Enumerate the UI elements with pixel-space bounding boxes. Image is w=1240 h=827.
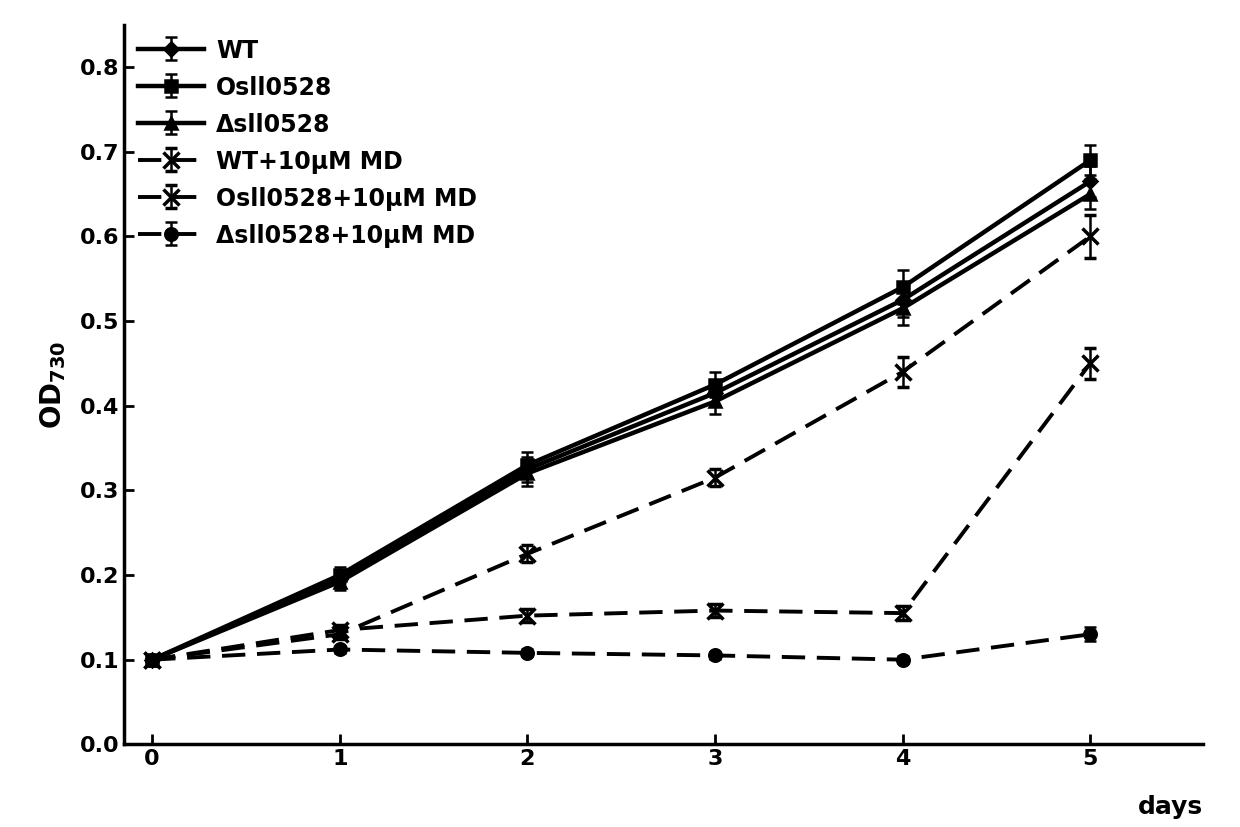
X-axis label: days: days: [1138, 795, 1203, 819]
Legend: WT, Osll0528, Δsll0528, WT+10μM MD, Osll0528+10μM MD, Δsll0528+10μM MD: WT, Osll0528, Δsll0528, WT+10μM MD, Osll…: [131, 32, 484, 255]
Y-axis label: $\mathbf{OD_{730}}$: $\mathbf{OD_{730}}$: [38, 341, 68, 428]
